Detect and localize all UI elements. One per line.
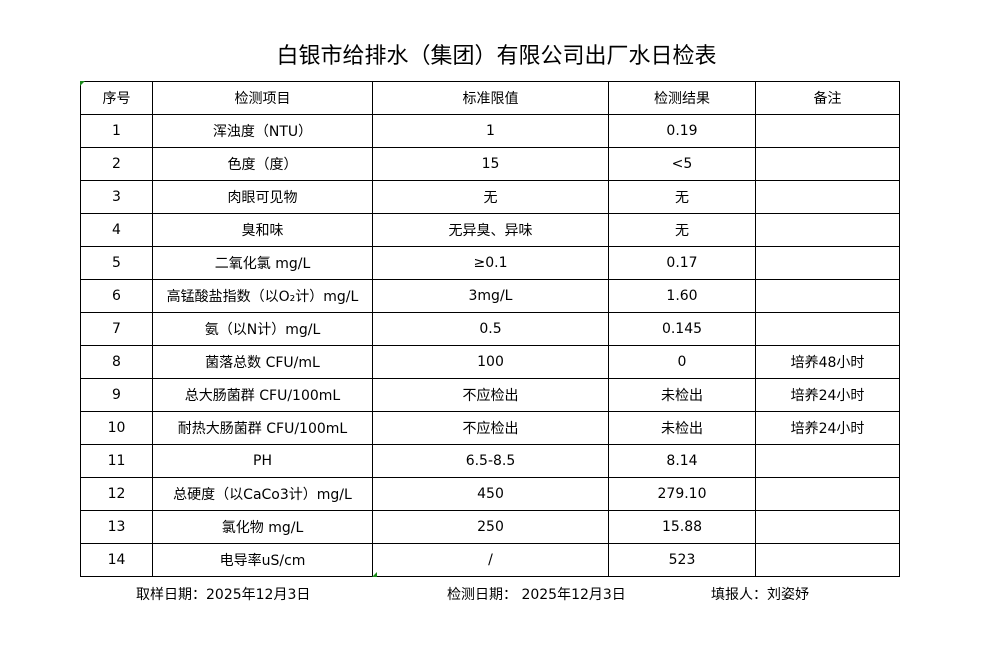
cell-note[interactable]: 培养24小时 [755, 378, 900, 412]
header-limit[interactable]: 标准限值 [372, 81, 609, 115]
cell-limit[interactable]: 15 [372, 147, 609, 181]
cell-index[interactable]: 12 [80, 477, 153, 511]
table-row: 6 高锰酸盐指数（以O₂计）mg/L 3mg/L 1.60 [80, 279, 900, 313]
cell-comment-marker [80, 81, 85, 86]
cell-item[interactable]: 氯化物 mg/L [152, 510, 373, 544]
cell-limit[interactable]: 不应检出 [372, 378, 609, 412]
cell-limit[interactable]: ≥0.1 [372, 246, 609, 280]
cell-index[interactable]: 11 [80, 444, 153, 478]
cell-index[interactable]: 13 [80, 510, 153, 544]
table-row: 14 电导率uS/cm/523 [80, 543, 900, 577]
cell-item[interactable]: 浑浊度（NTU） [152, 114, 373, 148]
header-index[interactable]: 序号 [80, 81, 153, 115]
table-row: 9 总大肠菌群 CFU/100mL 不应检出 未检出 培养24小时 [80, 378, 900, 412]
cell-note[interactable] [755, 279, 900, 313]
cell-index[interactable]: 10 [80, 411, 153, 445]
cell-note[interactable]: 培养48小时 [755, 345, 900, 379]
cell-item[interactable]: 氨（以N计）mg/L [152, 312, 373, 346]
cell-item[interactable]: 总大肠菌群 CFU/100mL [152, 378, 373, 412]
cell-index[interactable]: 6 [80, 279, 153, 313]
table-row: 2 色度（度） 15 <5 [80, 147, 900, 181]
cell-result[interactable]: 无 [608, 213, 756, 247]
cell-item[interactable]: 耐热大肠菌群 CFU/100mL [152, 411, 373, 445]
cell-limit[interactable]: 250 [372, 510, 609, 544]
table-row: 1 浑浊度（NTU） 1 0.19 [80, 114, 900, 148]
header-result[interactable]: 检测结果 [608, 81, 756, 115]
cell-result[interactable]: <5 [608, 147, 756, 181]
cell-result[interactable]: 8.14 [608, 444, 756, 478]
cell-item[interactable]: 色度（度） [152, 147, 373, 181]
cell-limit[interactable]: / [372, 543, 609, 577]
cell-limit[interactable]: 无异臭、异味 [372, 213, 609, 247]
cell-note[interactable] [755, 312, 900, 346]
cell-index[interactable]: 8 [80, 345, 153, 379]
cell-index[interactable]: 3 [80, 180, 153, 214]
cell-limit[interactable]: 不应检出 [372, 411, 609, 445]
cell-note[interactable] [755, 543, 900, 577]
cell-limit[interactable]: 无 [372, 180, 609, 214]
table-row: 5 二氧化氯 mg/L ≥0.1 0.17 [80, 246, 900, 280]
cell-item[interactable]: 高锰酸盐指数（以O₂计）mg/L [152, 279, 373, 313]
cell-limit[interactable]: 3mg/L [372, 279, 609, 313]
cell-item[interactable]: 菌落总数 CFU/mL [152, 345, 373, 379]
table-header-row: 序号 检测项目 标准限值 检测结果 备注 [80, 81, 900, 115]
cell-index[interactable]: 1 [80, 114, 153, 148]
cell-item[interactable]: 电导率uS/cm [152, 543, 373, 577]
table-row: 10 耐热大肠菌群 CFU/100mL 不应检出 未检出 培养24小时 [80, 411, 900, 445]
cell-result[interactable]: 0.145 [608, 312, 756, 346]
cell-index[interactable]: 9 [80, 378, 153, 412]
cell-result[interactable]: 无 [608, 180, 756, 214]
cell-result[interactable]: 15.88 [608, 510, 756, 544]
cell-result[interactable]: 523 [608, 543, 756, 577]
cell-note[interactable] [755, 444, 900, 478]
table-row: 11 PH 6.5-8.5 8.14 [80, 444, 900, 478]
test-date: 检测日期： 2025年12月3日 [447, 587, 626, 603]
cell-note[interactable] [755, 213, 900, 247]
header-item[interactable]: 检测项目 [152, 81, 373, 115]
cell-limit[interactable]: 100 [372, 345, 609, 379]
cell-result[interactable]: 未检出 [608, 411, 756, 445]
table-row: 3 肉眼可见物无无 [80, 180, 900, 214]
table-row: 4 臭和味 无异臭、异味无 [80, 213, 900, 247]
cell-note[interactable] [755, 147, 900, 181]
cell-limit[interactable]: 1 [372, 114, 609, 148]
water-quality-table: 序号 检测项目 标准限值 检测结果 备注 1 浑浊度（NTU） 1 0.19 2 色度（度… [80, 81, 900, 577]
cell-note[interactable] [755, 114, 900, 148]
cell-note[interactable] [755, 246, 900, 280]
cell-limit[interactable]: 0.5 [372, 312, 609, 346]
cell-limit[interactable]: 450 [372, 477, 609, 511]
cell-comment-marker [372, 572, 377, 577]
page-title: 白银市给排水（集团）有限公司出厂水日检表 [276, 44, 717, 69]
cell-note[interactable] [755, 180, 900, 214]
cell-index[interactable]: 4 [80, 213, 153, 247]
cell-result[interactable]: 279.10 [608, 477, 756, 511]
cell-index[interactable]: 7 [80, 312, 153, 346]
cell-item[interactable]: 肉眼可见物 [152, 180, 373, 214]
reporter: 填报人：刘姿妤 [711, 587, 809, 603]
table-row: 7 氨（以N计）mg/L 0.5 0.145 [80, 312, 900, 346]
table-row: 13 氯化物 mg/L 250 15.88 [80, 510, 900, 544]
table-row: 8 菌落总数 CFU/mL 100 0 培养48小时 [80, 345, 900, 379]
cell-index[interactable]: 5 [80, 246, 153, 280]
cell-index[interactable]: 14 [80, 543, 153, 577]
cell-result[interactable]: 1.60 [608, 279, 756, 313]
cell-item[interactable]: 二氧化氯 mg/L [152, 246, 373, 280]
table-row: 12 总硬度（以CaCo3计）mg/L 450 279.10 [80, 477, 900, 511]
cell-item[interactable]: 总硬度（以CaCo3计）mg/L [152, 477, 373, 511]
cell-result[interactable]: 0.17 [608, 246, 756, 280]
cell-item[interactable]: 臭和味 [152, 213, 373, 247]
cell-item[interactable]: PH [152, 444, 373, 478]
cell-note[interactable] [755, 477, 900, 511]
cell-limit[interactable]: 6.5-8.5 [372, 444, 609, 478]
cell-note[interactable] [755, 510, 900, 544]
cell-note[interactable]: 培养24小时 [755, 411, 900, 445]
cell-result[interactable]: 0 [608, 345, 756, 379]
sampling-date: 取样日期：2025年12月3日 [136, 587, 311, 603]
cell-result[interactable]: 未检出 [608, 378, 756, 412]
header-note[interactable]: 备注 [755, 81, 900, 115]
cell-result[interactable]: 0.19 [608, 114, 756, 148]
cell-index[interactable]: 2 [80, 147, 153, 181]
